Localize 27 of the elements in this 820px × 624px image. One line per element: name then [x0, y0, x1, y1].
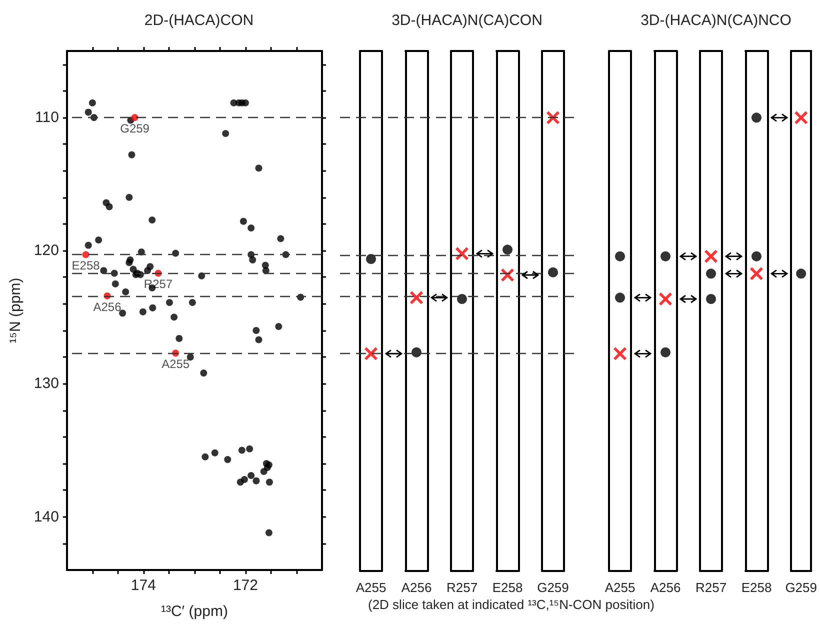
annotation: A256 — [93, 300, 122, 314]
x-tick-label: E258 — [741, 580, 772, 595]
annotation: R257 — [144, 277, 173, 292]
y-tick-label: 120 — [34, 242, 59, 260]
annotation: E258 — [72, 258, 100, 273]
x-tick-label: E258 — [492, 580, 523, 595]
y-axis-title: ¹⁵N (ppm) — [7, 278, 24, 344]
x-tick-label: 174 — [130, 577, 156, 594]
x-axis-title: ¹³C′ (ppm) — [160, 603, 228, 620]
annotation: G259 — [120, 122, 150, 136]
x-tick-label: A255 — [356, 580, 386, 595]
x-tick-label: R257 — [695, 580, 727, 595]
chart-title: 3D-(HACA)N(CA)CON — [392, 12, 542, 29]
x-tick-label: R257 — [446, 580, 478, 595]
x-tick-label: G259 — [785, 580, 818, 595]
x-tick-label: A256 — [401, 580, 432, 595]
annotation: A255 — [162, 357, 190, 372]
x-tick-label: 172 — [232, 577, 258, 594]
y-tick-label: 140 — [34, 508, 59, 526]
chart-title: 3D-(HACA)N(CA)NCO — [640, 12, 792, 29]
chart-title: 2D-(HACA)CON — [144, 12, 254, 29]
x-tick-label: A255 — [604, 580, 636, 595]
y-tick-label: 130 — [34, 375, 59, 392]
text: (2D slice taken at indicated ¹³C,¹⁵N-CON position) — [368, 597, 654, 612]
x-tick-label: A256 — [650, 580, 681, 595]
y-tick-label: 110 — [35, 109, 59, 126]
x-tick-label: G259 — [537, 580, 569, 595]
